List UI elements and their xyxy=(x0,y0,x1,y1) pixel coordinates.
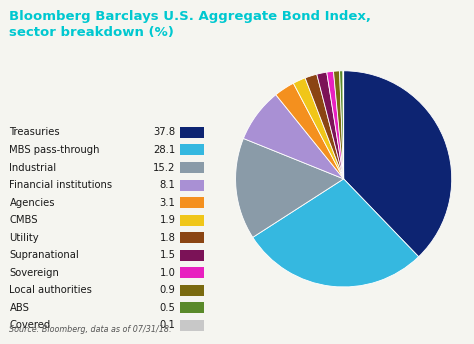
Text: Bloomberg Barclays U.S. Aggregate Bond Index,
sector breakdown (%): Bloomberg Barclays U.S. Aggregate Bond I… xyxy=(9,10,372,39)
Wedge shape xyxy=(334,71,344,179)
Bar xyxy=(180,267,204,278)
Bar xyxy=(180,302,204,313)
Wedge shape xyxy=(343,71,344,179)
Text: Agencies: Agencies xyxy=(9,197,55,208)
Wedge shape xyxy=(253,179,419,287)
Wedge shape xyxy=(317,72,344,179)
Text: 0.5: 0.5 xyxy=(160,303,175,313)
Bar xyxy=(180,285,204,296)
Wedge shape xyxy=(327,71,344,179)
Text: 1.5: 1.5 xyxy=(159,250,175,260)
Text: Sovereign: Sovereign xyxy=(9,268,59,278)
Wedge shape xyxy=(293,78,344,179)
Bar xyxy=(180,127,204,138)
Text: Utility: Utility xyxy=(9,233,39,243)
Bar xyxy=(180,144,204,155)
Wedge shape xyxy=(305,74,344,179)
Text: 0.9: 0.9 xyxy=(160,285,175,295)
Text: CMBS: CMBS xyxy=(9,215,38,225)
Text: Treasuries: Treasuries xyxy=(9,127,60,138)
Wedge shape xyxy=(276,83,344,179)
Text: 1.0: 1.0 xyxy=(160,268,175,278)
Text: 8.1: 8.1 xyxy=(160,180,175,190)
Bar xyxy=(180,320,204,331)
Bar xyxy=(180,180,204,191)
Text: Covered: Covered xyxy=(9,320,51,331)
Bar xyxy=(180,162,204,173)
Wedge shape xyxy=(344,71,452,257)
Text: 37.8: 37.8 xyxy=(153,127,175,138)
Wedge shape xyxy=(339,71,344,179)
Bar xyxy=(180,232,204,243)
Text: 1.9: 1.9 xyxy=(159,215,175,225)
Text: Supranational: Supranational xyxy=(9,250,79,260)
Text: 1.8: 1.8 xyxy=(160,233,175,243)
Text: Industrial: Industrial xyxy=(9,162,56,173)
Text: Source: Bloomberg, data as of 07/31/18.: Source: Bloomberg, data as of 07/31/18. xyxy=(9,325,172,334)
Wedge shape xyxy=(236,139,344,237)
Text: 0.1: 0.1 xyxy=(160,320,175,331)
Text: Local authorities: Local authorities xyxy=(9,285,92,295)
Text: 28.1: 28.1 xyxy=(153,145,175,155)
Wedge shape xyxy=(244,95,344,179)
Text: 3.1: 3.1 xyxy=(160,197,175,208)
Bar xyxy=(180,250,204,261)
Bar xyxy=(180,215,204,226)
Text: MBS pass-through: MBS pass-through xyxy=(9,145,100,155)
Text: ABS: ABS xyxy=(9,303,29,313)
Text: Financial institutions: Financial institutions xyxy=(9,180,113,190)
Text: 15.2: 15.2 xyxy=(153,162,175,173)
Bar xyxy=(180,197,204,208)
